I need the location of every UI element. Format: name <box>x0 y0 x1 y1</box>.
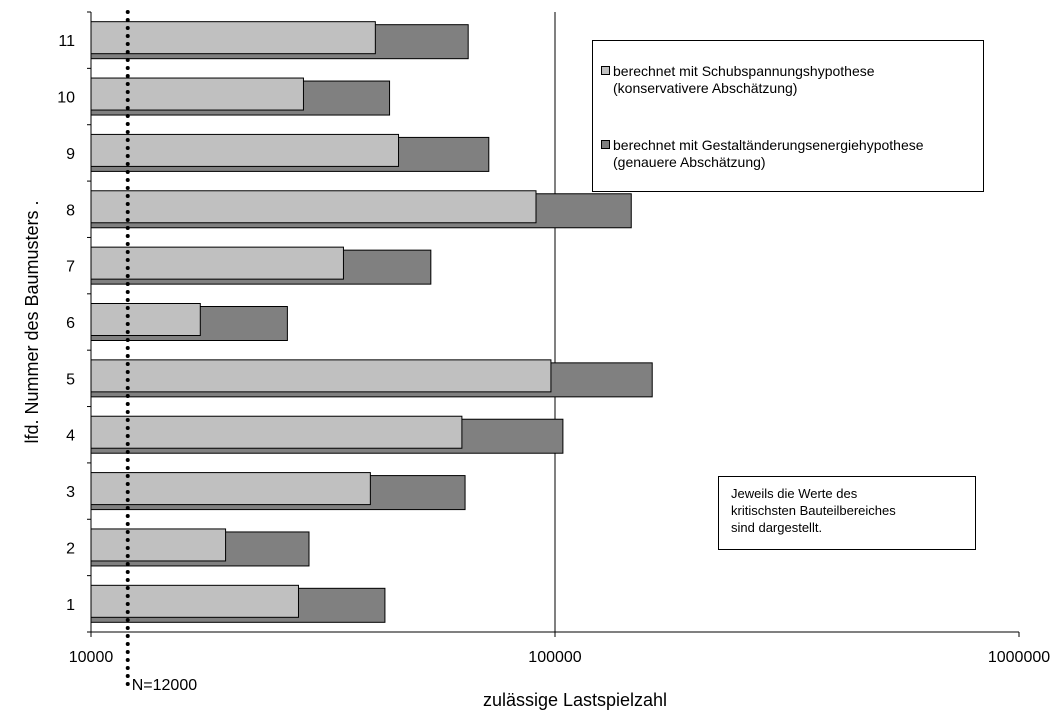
bar-schubspannung-9 <box>90 133 400 167</box>
x-tick-label-10000: 10000 <box>69 649 114 666</box>
y-tick-label-3: 3 <box>66 484 75 501</box>
annotation-line-1: Jeweils die Werte des <box>731 486 858 501</box>
legend-label-2-line1: berechnet mit Gestaltänderungsenergiehyp… <box>613 137 924 153</box>
y-tick-label-4: 4 <box>66 428 75 445</box>
bar-schubspannung-2 <box>90 528 227 562</box>
bar-schubspannung-4 <box>90 415 463 449</box>
x-axis-title: zulässige Lastspielzahl <box>483 690 667 710</box>
legend: berechnet mit Schubspannungshypothese (k… <box>592 40 984 192</box>
bar-schubspannung-5 <box>90 359 552 393</box>
legend-swatch-dark-gray <box>601 140 610 149</box>
bar-schubspannung-6 <box>90 303 201 336</box>
y-tick-label-9: 9 <box>66 146 75 163</box>
y-tick-label-10: 10 <box>57 90 75 107</box>
y-tick-label-1: 1 <box>66 597 75 614</box>
y-tick-label-2: 2 <box>66 540 75 557</box>
y-tick-label-7: 7 <box>66 259 75 276</box>
legend-label-1-line1: berechnet mit Schubspannungshypothese <box>613 63 875 79</box>
y-tick-label-8: 8 <box>66 202 75 219</box>
annotation-line-2: kritischsten Bauteilbereiches <box>731 503 896 518</box>
y-tick-label-5: 5 <box>66 371 75 388</box>
reference-line-label: N=12000 <box>132 677 197 694</box>
bar-schubspannung-7 <box>90 246 344 280</box>
bar-schubspannung-11 <box>90 21 376 55</box>
x-tick-label-1000000: 1000000 <box>988 649 1050 666</box>
bar-schubspannung-8 <box>90 190 537 224</box>
y-tick-label-11: 11 <box>58 33 75 50</box>
annotation-box: Jeweils die Werte des kritischsten Baute… <box>718 476 976 550</box>
bar-schubspannung-1 <box>90 584 299 618</box>
x-tick-label-100000: 100000 <box>528 649 581 666</box>
y-axis-title: lfd. Nummer des Baumusters . <box>22 200 42 443</box>
annotation-line-3: sind dargestellt. <box>731 520 823 535</box>
legend-label-2-line2: (genauere Abschätzung) <box>613 154 766 170</box>
y-tick-label-6: 6 <box>66 315 75 332</box>
bar-schubspannung-3 <box>90 472 371 506</box>
legend-swatch-light-gray <box>601 66 610 75</box>
bar-schubspannung-10 <box>90 77 304 111</box>
legend-label-1-line2: (konservativere Abschätzung) <box>613 80 798 96</box>
